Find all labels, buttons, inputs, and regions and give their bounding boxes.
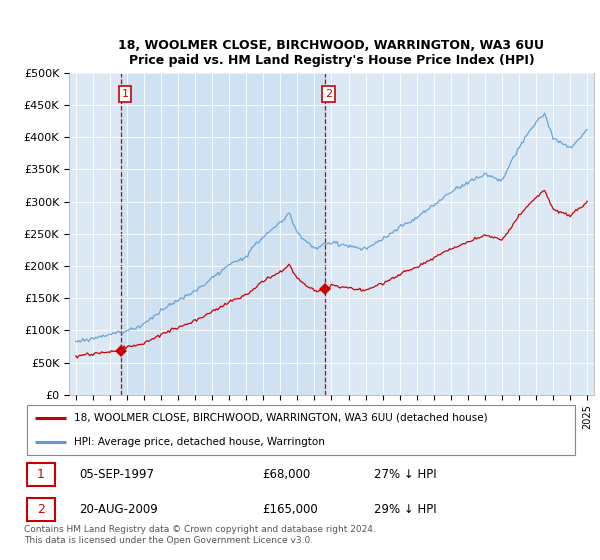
Text: Contains HM Land Registry data © Crown copyright and database right 2024.
This d: Contains HM Land Registry data © Crown c… <box>24 525 376 545</box>
Text: 29% ↓ HPI: 29% ↓ HPI <box>374 503 436 516</box>
Text: 1: 1 <box>121 89 128 99</box>
Text: 20-AUG-2009: 20-AUG-2009 <box>79 503 158 516</box>
Text: 27% ↓ HPI: 27% ↓ HPI <box>374 468 436 481</box>
Text: 1: 1 <box>37 468 44 481</box>
Bar <box>121 73 325 395</box>
Text: £68,000: £68,000 <box>263 468 311 481</box>
Text: £165,000: £165,000 <box>263 503 319 516</box>
Title: 18, WOOLMER CLOSE, BIRCHWOOD, WARRINGTON, WA3 6UU
Price paid vs. HM Land Registr: 18, WOOLMER CLOSE, BIRCHWOOD, WARRINGTON… <box>119 39 545 67</box>
Text: 05-SEP-1997: 05-SEP-1997 <box>79 468 155 481</box>
FancyBboxPatch shape <box>27 463 55 486</box>
FancyBboxPatch shape <box>27 405 575 455</box>
Text: HPI: Average price, detached house, Warrington: HPI: Average price, detached house, Warr… <box>74 437 325 447</box>
Text: 18, WOOLMER CLOSE, BIRCHWOOD, WARRINGTON, WA3 6UU (detached house): 18, WOOLMER CLOSE, BIRCHWOOD, WARRINGTON… <box>74 413 488 423</box>
Text: 2: 2 <box>37 503 44 516</box>
Text: 2: 2 <box>325 89 332 99</box>
FancyBboxPatch shape <box>27 498 55 521</box>
